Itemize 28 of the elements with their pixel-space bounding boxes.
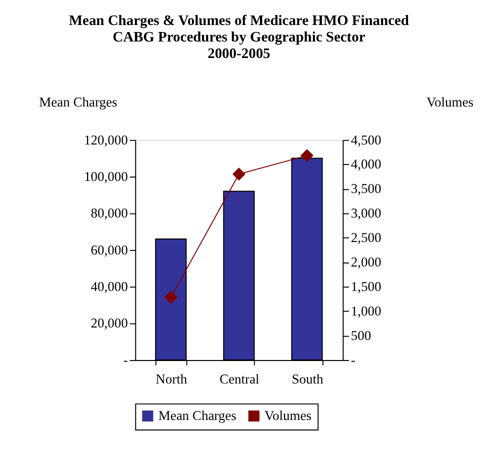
y-tick-label: 120,000: [84, 132, 128, 148]
point: [232, 168, 246, 181]
y2-tick-label: 500: [350, 328, 372, 343]
y-tick-label: -: [123, 352, 128, 368]
y2-tick-label: 4,500: [350, 132, 382, 148]
y2-tick-label: 2,000: [350, 254, 382, 270]
legend-label: Mean Charges: [158, 408, 236, 423]
x-tick-label: North: [156, 372, 188, 387]
y2-tick-label: 3,500: [350, 181, 382, 196]
y2-tick-label: 1,500: [350, 278, 382, 294]
y2-tick-label: 4,000: [350, 156, 382, 172]
y-tick-label: 80,000: [90, 206, 128, 221]
y-axis-title: Mean Charges: [39, 94, 118, 110]
x-tick-label: South: [292, 372, 324, 387]
y-tick-label: 40,000: [90, 278, 128, 294]
point: [164, 290, 178, 304]
legend-label: Volumes: [264, 408, 312, 423]
y-tick-label: 20,000: [90, 316, 128, 331]
y-tick-label: 100,000: [84, 168, 128, 184]
y2-axis-title: Volumes: [426, 94, 474, 110]
chart-title: Mean Charges & Volumes of Medicare HMO Financed CABG Procedures by Geographic Sector 2000-2005: [68, 13, 409, 62]
x-tick-label: Central: [220, 372, 260, 387]
y2-tick-label: 1,000: [350, 303, 382, 318]
y2-tick-label: 3,000: [350, 206, 382, 221]
y-tick-label: 60,000: [90, 242, 128, 258]
y2-tick-label: -: [350, 352, 356, 368]
point: [300, 149, 314, 162]
y2-tick-label: 2,500: [350, 230, 382, 246]
